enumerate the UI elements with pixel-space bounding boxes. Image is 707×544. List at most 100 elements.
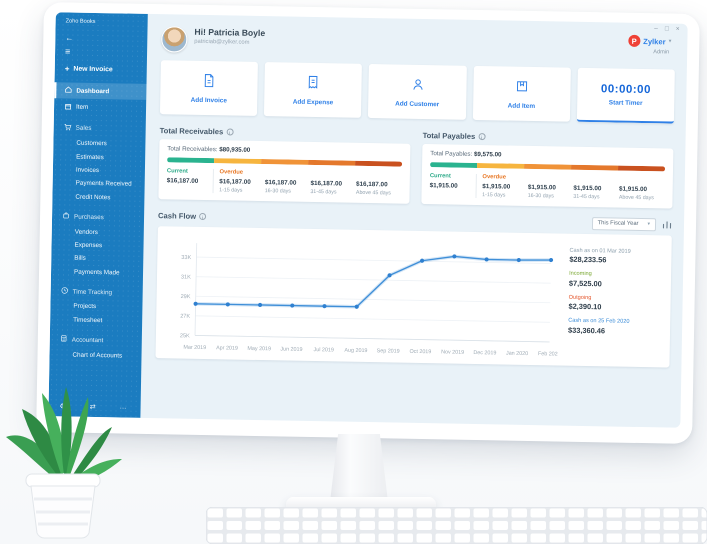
app-window: Zoho Books ← ≡ + New Invoice Dashboard I…	[48, 12, 688, 428]
incoming-cash: Incoming $7,525.00	[568, 270, 602, 288]
maximize-icon[interactable]: □	[664, 25, 669, 33]
cashflow-summary: Cash as on 01 Mar 2019 $28,233.56 Incomi…	[557, 241, 663, 365]
aging-col-16-30: $1,915.00 16-30 days	[527, 183, 556, 199]
outgoing-cash: Outgoing $2,390.10	[568, 294, 602, 312]
bag-icon	[62, 212, 70, 222]
org-dropdown[interactable]: P Zylker ▾	[628, 34, 672, 48]
clock-icon	[61, 286, 69, 296]
svg-text:25K: 25K	[180, 333, 190, 339]
svg-text:May 2019: May 2019	[247, 345, 271, 351]
new-invoice-label: New Invoice	[73, 65, 113, 74]
receivables-total: Total Receivables: $80,935.00	[167, 145, 251, 154]
info-icon[interactable]: i	[226, 128, 234, 136]
receivables-columns: Current $16,187.00 Overdue $16,187.00 1-…	[167, 168, 402, 196]
aging-col-1-15: Overdue $16,187.00 1-15 days	[212, 169, 266, 194]
sidebar-item-item[interactable]: Item	[64, 99, 146, 117]
user-email: patriciab@zylker.com	[194, 38, 250, 46]
svg-text:Jan 2020: Jan 2020	[506, 350, 528, 356]
minimize-icon[interactable]: –	[654, 25, 658, 33]
svg-text:Apr 2019: Apr 2019	[216, 345, 238, 351]
cashflow-chart: 33K 31K 29K 27K 25K Mar 2019 Apr 2019 May 2019 J…	[180, 242, 560, 357]
greeting-block: Hi! Patricia Boyle patriciab@zylker.com	[194, 27, 265, 46]
start-timer-button[interactable]: 00:00:00 Start Timer	[576, 67, 675, 124]
monitor-stand	[330, 434, 388, 502]
brand: Zoho Books	[65, 18, 96, 25]
cashflow-header: Cash Flow i This Fiscal Year ▾	[158, 209, 672, 231]
svg-text:33K: 33K	[181, 254, 191, 260]
sidebar-item-payments-made[interactable]: Payments Made	[73, 268, 120, 277]
keyboard	[205, 506, 707, 544]
payables-section: Total Payables i Total Payables: $9,575.…	[421, 131, 674, 209]
sidebar-item-timesheet[interactable]: Timesheet	[73, 316, 103, 324]
aging-col-current: Current $1,915.00	[429, 173, 458, 190]
svg-text:31K: 31K	[181, 274, 191, 280]
info-icon[interactable]: i	[478, 133, 486, 141]
greeting: Hi! Patricia Boyle	[194, 26, 266, 39]
back-icon[interactable]: ←	[65, 33, 74, 43]
cashflow-chart-area: 33K 31K 29K 27K 25K Mar 2019 Apr 2019 May 2019 J…	[164, 234, 560, 364]
aging-col-31-45: $16,187.00 31-45 days	[310, 179, 343, 195]
receivables-section: Total Receivables i Total Receivables: $…	[158, 126, 411, 204]
add-customer-button[interactable]: Add Customer	[368, 63, 467, 120]
org-role: Admin	[653, 48, 670, 55]
close-icon[interactable]: ×	[675, 25, 680, 33]
plant	[2, 379, 134, 544]
receipt-icon	[306, 74, 321, 94]
main-area: – □ × Hi! Patricia Boyle patriciab@zylke…	[140, 14, 687, 428]
payables-card: Total Payables: $9,575.00 Current $1,915…	[421, 143, 674, 209]
svg-text:Aug 2019: Aug 2019	[344, 347, 367, 353]
svg-text:29K: 29K	[181, 294, 191, 300]
svg-text:Feb 2020: Feb 2020	[538, 351, 560, 357]
aging-row: Total Receivables i Total Receivables: $…	[158, 126, 674, 209]
cashflow-title: Cash Flow i	[158, 211, 207, 221]
avatar	[161, 26, 188, 53]
svg-text:Sep 2019: Sep 2019	[377, 348, 400, 354]
svg-text:Mar 2019: Mar 2019	[183, 344, 206, 350]
svg-text:Jun 2019: Jun 2019	[280, 346, 302, 352]
sidebar: Zoho Books ← ≡ + New Invoice Dashboard I…	[48, 12, 148, 418]
period-select[interactable]: This Fiscal Year ▾	[591, 216, 657, 231]
chevron-down-icon: ▾	[647, 221, 651, 228]
new-invoice-button[interactable]: + New Invoice	[65, 64, 147, 75]
aging-col-above-45: $16,187.00 Above 45 days	[355, 180, 392, 196]
sidebar-item-credit-notes[interactable]: Credit Notes	[75, 193, 111, 202]
svg-text:Jul 2019: Jul 2019	[314, 347, 334, 353]
org-switcher: P Zylker ▾ Admin	[628, 34, 675, 55]
sidebar-item-chart-of-accounts[interactable]: Chart of Accounts	[72, 351, 123, 360]
plus-icon: +	[64, 64, 70, 74]
cashflow-controls: This Fiscal Year ▾	[591, 216, 672, 231]
svg-text:Nov 2019: Nov 2019	[441, 349, 464, 355]
add-item-button[interactable]: Add Item	[472, 65, 571, 122]
opening-cash: Cash as on 01 Mar 2019 $28,233.56	[569, 247, 631, 265]
aging-col-16-30: $16,187.00 16-30 days	[264, 179, 297, 195]
info-icon[interactable]: i	[199, 212, 207, 220]
sidebar-group-sales[interactable]: Sales	[64, 120, 146, 138]
sidebar-item-dashboard[interactable]: Dashboard	[54, 82, 147, 101]
sidebar-group-purchases[interactable]: Purchases	[62, 208, 144, 226]
payables-title: Total Payables i	[423, 131, 674, 145]
timer-display: 00:00:00	[600, 82, 652, 96]
cashflow-section: Cash Flow i This Fiscal Year ▾	[155, 209, 672, 368]
chevron-down-icon: ▾	[668, 38, 672, 45]
sidebar-group-time-tracking[interactable]: Time Tracking	[61, 283, 143, 301]
svg-text:27K: 27K	[180, 313, 190, 319]
menu-icon[interactable]: ≡	[65, 46, 71, 57]
add-expense-button[interactable]: Add Expense	[264, 62, 363, 118]
cashflow-card: 33K 31K 29K 27K 25K Mar 2019 Apr 2019 May 2019 J…	[155, 225, 672, 368]
aging-col-current: Current $16,187.00	[166, 168, 199, 185]
payables-columns: Current $1,915.00 Overdue $1,915.00 1-15…	[429, 173, 664, 201]
cart-icon	[64, 123, 72, 133]
aging-col-above-45: $1,915.00 Above 45 days	[618, 185, 654, 201]
svg-text:Oct 2019: Oct 2019	[409, 348, 431, 354]
payables-total: Total Payables: $9,575.00	[430, 150, 502, 159]
sidebar-group-accountant[interactable]: Accountant	[60, 331, 142, 349]
org-name: Zylker	[643, 36, 666, 46]
window-controls: – □ ×	[654, 25, 679, 32]
package-icon	[514, 78, 529, 98]
closing-cash: Cash as on 25 Feb 2020 $33,360.46	[567, 317, 630, 335]
svg-text:Dec 2019: Dec 2019	[473, 350, 496, 356]
chart-settings-icon[interactable]	[662, 219, 672, 229]
org-logo: P	[628, 34, 641, 47]
add-invoice-button[interactable]: Add Invoice	[159, 60, 259, 116]
